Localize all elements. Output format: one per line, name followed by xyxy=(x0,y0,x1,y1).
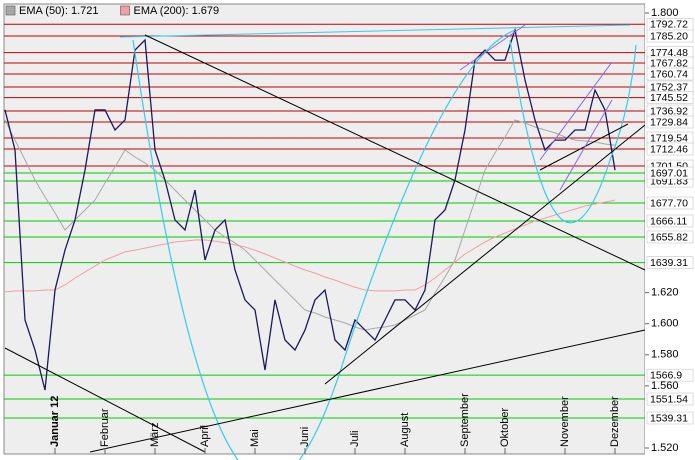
level-label-box xyxy=(646,392,694,406)
level-label: 1677.70 xyxy=(650,197,688,209)
level-label-box xyxy=(646,166,694,180)
level-label: 1745.52 xyxy=(650,92,688,104)
level-label: 1729.84 xyxy=(650,116,688,128)
y-tick-label: 1.560 xyxy=(651,380,679,392)
level-label-box xyxy=(646,256,694,269)
x-tick-label: Januar 12 xyxy=(49,396,61,447)
level-label: 1767.82 xyxy=(650,57,688,69)
x-tick-label: Mai xyxy=(249,429,261,447)
x-tick-label: Juli xyxy=(349,430,361,447)
level-label: 1752.37 xyxy=(650,81,688,93)
legend-swatch xyxy=(5,5,16,16)
drawings xyxy=(4,24,646,460)
level-label-box xyxy=(646,214,694,228)
series-line xyxy=(4,27,616,391)
trend-line xyxy=(144,34,646,271)
x-tick-label: September xyxy=(459,393,471,447)
level-label-box xyxy=(646,230,694,244)
y-tick-label: 1.580 xyxy=(651,349,679,361)
series-line xyxy=(4,119,616,331)
level-label: 1760.74 xyxy=(650,68,688,80)
x-tick-label: Juni xyxy=(299,427,311,447)
x-tick-label: Dezember xyxy=(609,396,621,447)
legend-label: EMA (50): 1.721 xyxy=(19,5,99,17)
level-label-box xyxy=(646,91,694,104)
x-tick-label: Oktober xyxy=(499,408,511,447)
x-tick-label: April xyxy=(199,425,211,447)
level-label-box xyxy=(646,67,694,81)
level-label: 1697.01 xyxy=(650,167,688,179)
level-label: 1774.48 xyxy=(650,47,688,59)
level-label: 1785.20 xyxy=(650,30,688,42)
level-label: 1551.54 xyxy=(650,393,688,405)
level-label-box xyxy=(646,196,694,210)
level-label-box xyxy=(646,411,694,425)
level-label: 1566.9 xyxy=(650,369,682,381)
trend-line xyxy=(4,347,206,453)
trend-line xyxy=(539,123,629,171)
trend-line xyxy=(119,24,631,38)
level-label: 1539.31 xyxy=(650,412,688,424)
level-label: 1639.31 xyxy=(650,257,688,269)
x-tick-label: Februar xyxy=(99,408,111,447)
y-tick-label: 1.520 xyxy=(651,442,679,454)
level-label: 1719.54 xyxy=(650,132,688,144)
series-line xyxy=(4,199,616,293)
level-label: 1666.11 xyxy=(650,215,687,227)
trend-line xyxy=(89,329,646,453)
arc xyxy=(132,29,516,460)
x-tick-label: November xyxy=(559,396,571,447)
level-label: 1736.92 xyxy=(650,105,688,117)
legend-label: EMA (200): 1.679 xyxy=(134,5,220,17)
arc xyxy=(509,39,637,224)
legend-swatch xyxy=(120,5,130,16)
channel-line xyxy=(459,24,526,71)
level-label: 1792.72 xyxy=(650,19,688,31)
y-tick-label: 1.800 xyxy=(651,7,679,19)
x-tick-label: März xyxy=(149,423,161,447)
y-tick-label: 1.620 xyxy=(651,287,679,299)
channel-line xyxy=(559,99,613,191)
level-label: 1712.46 xyxy=(650,143,688,155)
level-label-box xyxy=(646,115,694,129)
y-tick-label: 1.600 xyxy=(651,318,679,330)
plot-area xyxy=(3,3,646,455)
level-label-box xyxy=(646,368,694,382)
trend-line xyxy=(324,124,646,385)
level-label-box xyxy=(646,29,694,43)
x-tick-label: August xyxy=(399,413,411,447)
level-label: 1655.82 xyxy=(650,231,688,243)
level-label-box xyxy=(646,142,694,156)
channel-line xyxy=(539,61,613,161)
